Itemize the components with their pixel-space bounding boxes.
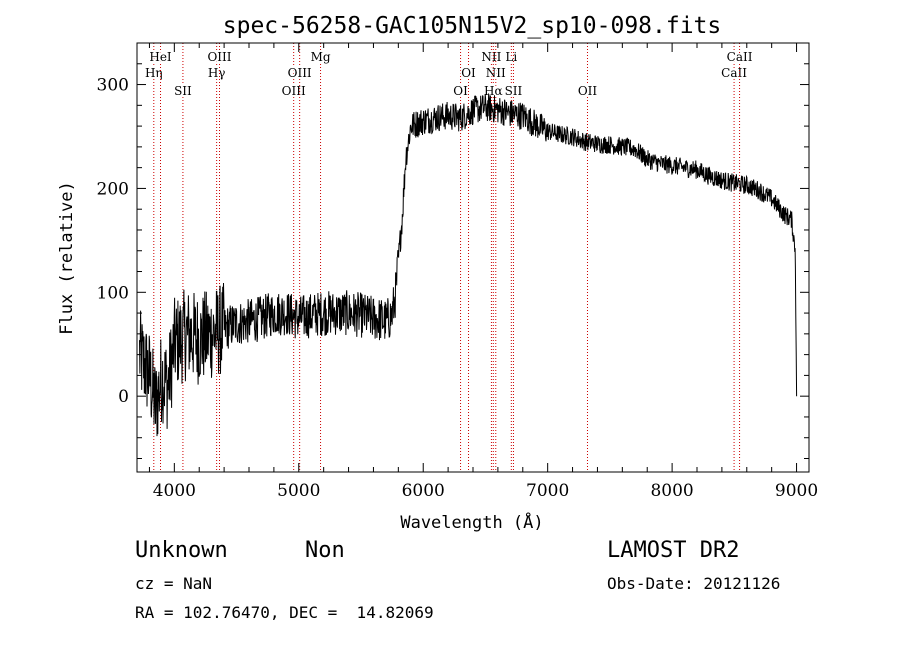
axes-layer: 4000 5000 6000 7000 8000 9000 0 100 200 300 xyxy=(97,42,818,501)
line-label: SII xyxy=(505,84,523,98)
line-label: OI xyxy=(461,66,476,80)
survey-name: LAMOST DR2 xyxy=(607,538,740,563)
line-label: SII xyxy=(174,84,192,98)
x-tick-label: 6000 xyxy=(402,481,445,501)
spectrum-line xyxy=(139,92,798,437)
obs-date: Obs-Date: 20121126 xyxy=(607,574,781,593)
subclass: Non xyxy=(305,538,345,563)
y-tick-label: 100 xyxy=(97,283,129,303)
y-axis-label: Flux (relative) xyxy=(57,181,77,335)
x-tick-label: 5000 xyxy=(277,481,320,501)
y-tick-label: 200 xyxy=(97,179,129,199)
line-label: NII xyxy=(486,66,506,80)
redshift-readout: cz = NaN xyxy=(135,574,213,593)
x-axis-label: Wavelength (Å) xyxy=(400,511,543,533)
x-tick-label: 7000 xyxy=(526,481,569,501)
chart-title: spec-56258-GAC105N15V2_sp10-098.fits xyxy=(223,13,722,39)
line-label: NII xyxy=(481,50,501,64)
line-label: HeI xyxy=(149,50,172,64)
line-label: OIII xyxy=(282,84,306,98)
line-label: OIII xyxy=(288,66,312,80)
x-tick-label: 9000 xyxy=(775,481,818,501)
y-tick-label: 300 xyxy=(97,76,129,96)
line-label: OIII xyxy=(207,50,231,64)
x-tick-label: 8000 xyxy=(650,481,693,501)
line-label: OII xyxy=(578,84,598,98)
line-label: CaII xyxy=(721,66,747,80)
line-label: Hγ xyxy=(208,66,226,80)
line-label: CaII xyxy=(727,50,753,64)
x-tick-label: 4000 xyxy=(153,481,196,501)
line-label: Li xyxy=(505,50,517,64)
class-name: Unknown xyxy=(135,538,228,563)
emission-lines-layer: Hη HeI SII Hγ OIII OIII OIII Mg OI OI NII NII Hα Li SI… xyxy=(143,43,754,472)
line-label: Hα xyxy=(484,84,503,98)
y-tick-label: 0 xyxy=(118,387,129,407)
line-label: OI xyxy=(453,84,468,98)
line-label: Mg xyxy=(311,50,331,64)
line-label: Hη xyxy=(145,66,163,80)
coordinates: RA = 102.76470, DEC = 14.82069 xyxy=(135,603,434,622)
